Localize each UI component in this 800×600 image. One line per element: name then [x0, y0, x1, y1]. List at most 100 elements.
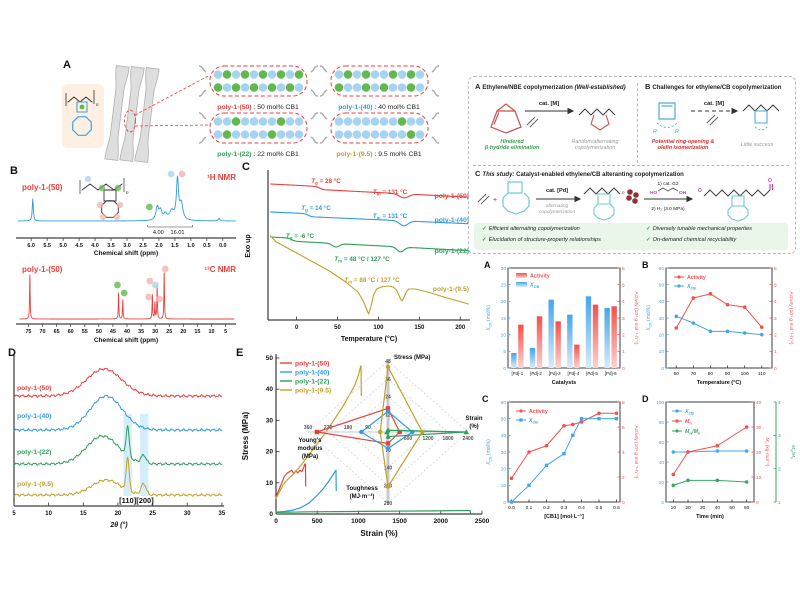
stress-strain-curve [275, 463, 307, 499]
activity-line [675, 293, 763, 329]
ethylene-unit-dot [213, 130, 223, 139]
marker [509, 500, 514, 504]
ethylene-unit-dot [406, 117, 416, 126]
chart-letter-b: B [642, 260, 649, 270]
label-part: M [764, 438, 770, 442]
ethylene-unit-dot [249, 130, 259, 139]
sample-name: poly-1-(22) [217, 151, 251, 158]
label-part: (mol%) [486, 305, 492, 323]
panel-letter-c: C [242, 161, 250, 173]
ethylene-unit-dot [379, 70, 389, 79]
diol-chain [657, 187, 679, 192]
marker [385, 409, 391, 414]
tick-label: 200 [455, 325, 466, 331]
ethylene-unit-dot [352, 83, 362, 92]
product-polymer-structure: O O [698, 178, 774, 222]
tick-label: 60 [659, 266, 665, 272]
y-right-title: Activity (10⁴ g·mol⁻¹·h⁻¹) [788, 292, 794, 345]
x-axis-title: [CB1] [mol·L⁻¹] [544, 513, 584, 520]
ethylene-unit-dot [397, 70, 407, 79]
ethylene-unit-dot [334, 117, 344, 126]
assignment-dot [84, 175, 92, 183]
r-substituent-label: R [675, 129, 679, 135]
x-axis-title: Temperature (°C) [697, 380, 741, 386]
chain-end-squiggle [198, 136, 207, 144]
tick-label: 1 [778, 500, 781, 506]
transition-annotation: Tg = 14 °C [301, 204, 331, 213]
reaction-arrow [525, 107, 575, 115]
ethylene-unit-dot [213, 70, 223, 79]
tick-label: 25 [501, 282, 507, 288]
tick-label: 30 [501, 266, 507, 272]
radar-axis-title-toughness: (MJ·m⁻³) [350, 493, 375, 500]
integral-value: 16.01 [170, 230, 184, 236]
sample-suffix: : 9.5 mol% CB1 [373, 151, 422, 158]
tick-label: 4 [622, 299, 625, 305]
tick-label: 20 [685, 505, 691, 511]
tick-label: 55 [82, 329, 88, 335]
label-part: (kg·mol⁻¹) [764, 443, 770, 466]
radar-tick: 180 [344, 425, 353, 431]
ethylene-unit-dot [343, 130, 353, 139]
assignment-dot [161, 265, 169, 273]
radar-axis-title-stress: Stress (MPa) [394, 355, 430, 361]
repeat-n-label: n [96, 102, 99, 107]
tick-label: 0 [756, 500, 759, 506]
c13-spectrum [19, 272, 235, 320]
check-text: Efficient alternating copolymerization [488, 226, 580, 232]
y-right-title: Activity (10⁴ g·mol⁻¹·h⁻¹) [633, 292, 639, 345]
ethylene-unit-dot [267, 70, 277, 79]
pdi-line [672, 479, 748, 486]
chart-catalyst-screen: A 0 5 10 15 20 25 30 0 1 2 3 4 5 6 [Pd]-1 [Pd]-2 [Pd]-3 [P… [484, 260, 639, 386]
marker [674, 314, 679, 319]
polymer-chain-capsule: poly-1-(22) : 22 mol% CB1 [198, 112, 319, 158]
cb1-unit-dot [361, 70, 371, 79]
tick-label: 30 [184, 511, 191, 517]
tick-label: 15 [194, 329, 200, 335]
marker [715, 478, 720, 483]
marker [674, 326, 679, 330]
label-part: m [338, 259, 342, 264]
sample-label: poly-1-(9.5) [17, 481, 53, 488]
chart-letter-a: A [484, 260, 491, 270]
cb1-unit-dot [343, 70, 353, 79]
legend-label: poly-1-(50) [295, 361, 329, 368]
cb1-unit-dot [258, 70, 268, 79]
scheme-b-title: B Challenges for ethylene/CB copolymeriza… [645, 82, 781, 91]
label-part: T [373, 189, 378, 196]
ethylene-unit-dot [352, 130, 362, 139]
tick-label: 40 [659, 299, 665, 305]
catalyst-cluster-icon [626, 189, 639, 204]
tick-label: 6 [774, 266, 777, 272]
ethylene-unit-dot [415, 83, 425, 92]
label-part: M [685, 429, 690, 435]
marker [597, 416, 601, 421]
zoom-line [134, 124, 211, 127]
radar-tick: 1200 [422, 436, 433, 442]
label-part: X [529, 283, 534, 289]
tick-label: 4.5 [75, 243, 83, 249]
radar-tick: 36 [385, 377, 391, 383]
capsule-outline [209, 112, 308, 144]
legend-label: poly-1-(22) [295, 379, 329, 386]
marker [385, 433, 391, 439]
check-item: ✓ Diversely tunable mechanical properties [646, 226, 752, 232]
tick-label: 20 [659, 332, 665, 338]
tick-label: 20 [659, 480, 665, 486]
marker [463, 429, 470, 435]
label-part: n [789, 457, 793, 459]
y-axis-title: Stress (MPa) [241, 411, 250, 460]
x-axis-title: Catalysts [552, 380, 576, 386]
chain-end-squiggle [319, 112, 328, 120]
label-part: T [311, 178, 316, 185]
scheme-c-title: C This study: Catalyst-enabled ethylene/C… [475, 169, 684, 178]
spectrum-type-label: ¹H NMR [207, 173, 236, 182]
legend-label: poly-1-(9.5) [295, 388, 331, 395]
legend-label: XCB [686, 284, 696, 291]
label-part: = -6 °C [293, 232, 315, 240]
reaction-arrow [536, 195, 582, 203]
cb1-unit-dot [267, 130, 277, 139]
tick-label: 0 [503, 500, 506, 506]
label-part: (mol%) [486, 439, 492, 457]
